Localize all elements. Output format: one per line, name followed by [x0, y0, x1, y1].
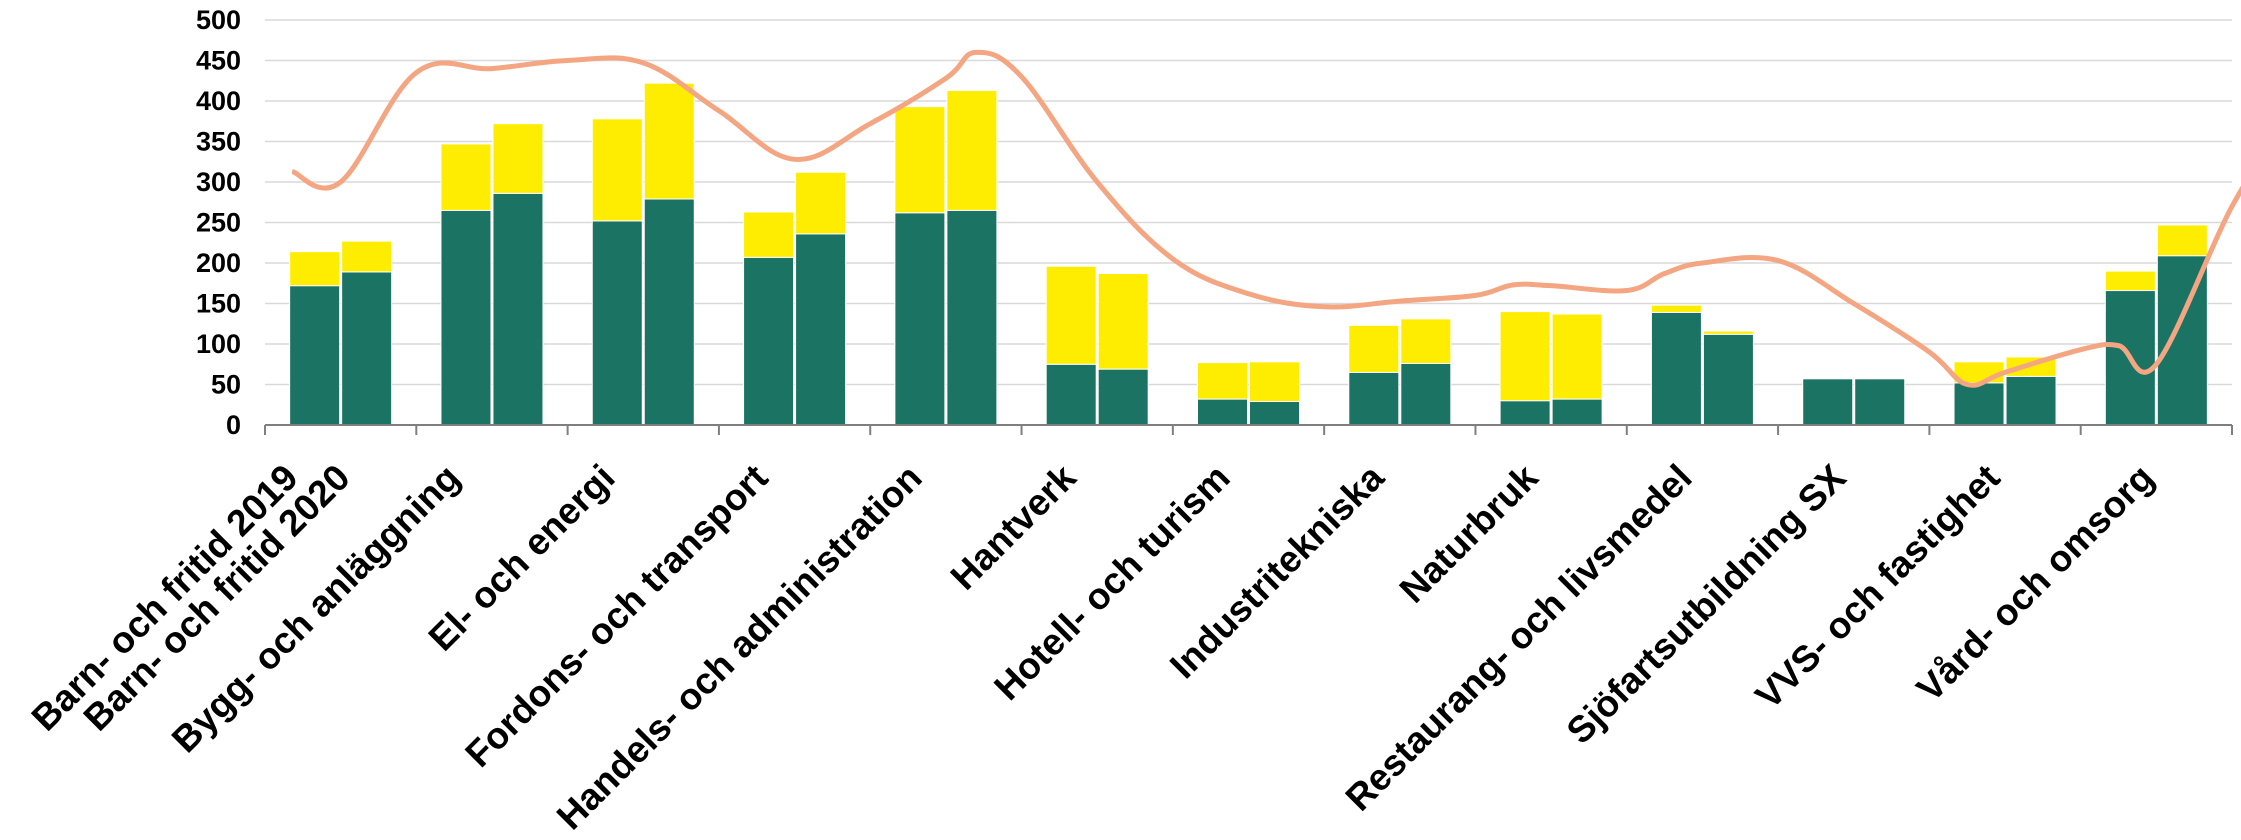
y-tick-label: 200 [196, 248, 241, 278]
bar-segment-green [440, 209, 492, 426]
trend-line-path [291, 49, 2241, 388]
bar-segment-green [1854, 378, 1906, 426]
bar-segment-green [946, 209, 998, 426]
bar-segment-yellow [1249, 361, 1300, 403]
x-axis [264, 424, 2233, 435]
y-tick-label: 100 [196, 329, 241, 359]
bar-segment-yellow [1650, 304, 1702, 313]
y-tick-label: 350 [196, 127, 241, 157]
bar-segment-yellow [795, 171, 847, 235]
bar-segment-yellow [440, 143, 492, 211]
bar-segment-green [1045, 363, 1097, 426]
bar-segment-yellow [591, 118, 643, 222]
y-tick-label: 50 [211, 370, 241, 400]
x-category-label: Fordons- och transport [457, 457, 775, 775]
bar-segment-green [341, 271, 393, 426]
y-tick-label: 500 [196, 5, 241, 35]
y-axis-ticks: 0 50 100 150 200 250 300 350 400 450 500 [196, 5, 241, 440]
x-category-label: Hantverk [943, 456, 1084, 597]
gridlines [265, 19, 2232, 386]
bar-segment-yellow [1348, 324, 1400, 373]
bar-segment-green [1499, 400, 1551, 426]
bar-segment-green [2005, 375, 2057, 426]
bar-segment-green [743, 256, 795, 426]
bar-segment-green [1551, 398, 1603, 426]
bar-segment-yellow [1702, 330, 1754, 335]
bar-segment-yellow [643, 82, 695, 200]
bar-segment-green [492, 192, 544, 426]
bar-segment-green [1702, 333, 1754, 426]
bar-segment-green [1197, 398, 1248, 426]
bar-segment-yellow [341, 240, 393, 273]
bar-segment-yellow [1197, 362, 1248, 400]
y-tick-label: 450 [196, 46, 241, 76]
bar-segment-yellow [894, 106, 946, 214]
bar-segment-yellow [1499, 311, 1551, 402]
bar-segment-green [795, 233, 847, 426]
bar-segment-green [894, 212, 946, 426]
bar-segment-yellow [743, 211, 795, 258]
trend-line [291, 49, 2241, 388]
bar-segment-green [289, 285, 341, 426]
bar-segment-green [643, 198, 695, 426]
bar-segment-green [1953, 382, 2005, 426]
bar-segment-yellow [1400, 318, 1452, 364]
y-tick-label: 250 [196, 208, 241, 238]
x-category-label: Naturbruk [1392, 456, 1546, 610]
bars [289, 82, 2208, 426]
bar-segment-green [1097, 368, 1149, 426]
bar-segment-green [1400, 362, 1452, 426]
y-tick-label: 400 [196, 86, 241, 116]
bar-segment-yellow [2104, 270, 2156, 292]
bar-segment-yellow [946, 89, 998, 211]
bar-segment-yellow [1551, 313, 1603, 400]
y-tick-label: 150 [196, 289, 241, 319]
y-tick-label: 0 [226, 410, 241, 440]
bar-segment-yellow [492, 123, 544, 194]
bar-segment-yellow [1097, 273, 1149, 370]
bar-segment-green [1249, 401, 1300, 426]
bar-segment-green [1348, 371, 1400, 426]
bar-segment-green [1802, 378, 1854, 426]
x-category-label: Barn- och fritid 2019 [24, 457, 306, 739]
bar-segment-green [1650, 311, 1702, 426]
bar-segment-green [591, 220, 643, 426]
bar-segment-yellow [1045, 265, 1097, 365]
x-category-label: Sjöfartsutbildning SX [1559, 456, 1854, 751]
bar-segment-yellow [2156, 224, 2208, 257]
bar-segment-yellow [289, 251, 341, 287]
y-tick-label: 300 [196, 167, 241, 197]
